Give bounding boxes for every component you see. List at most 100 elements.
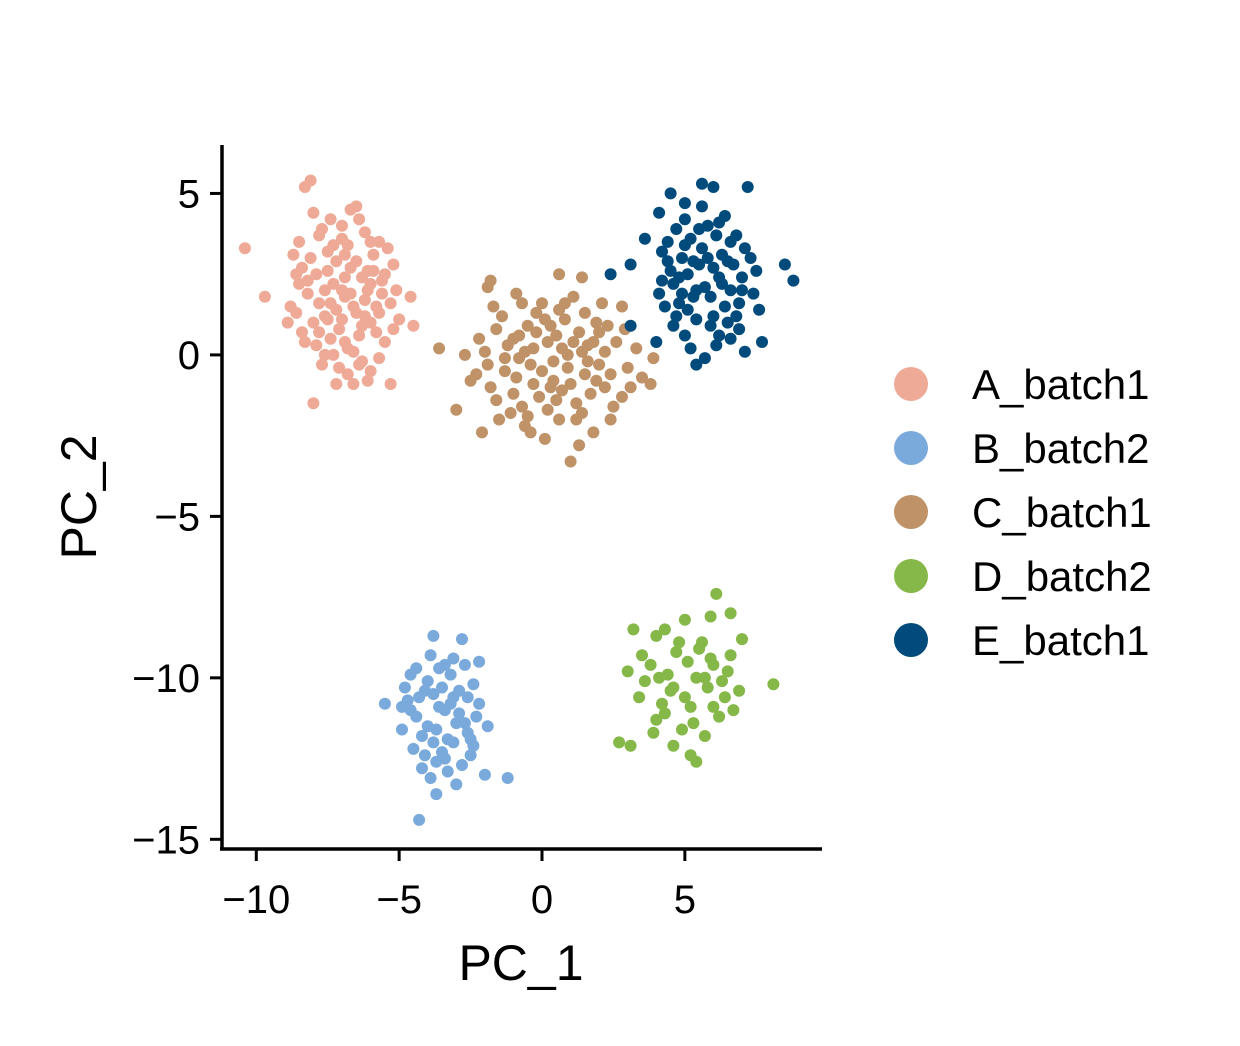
- data-point: [364, 365, 377, 378]
- data-point: [356, 319, 368, 332]
- data-point: [304, 252, 317, 264]
- data-point: [336, 313, 348, 326]
- data-point: [353, 358, 366, 371]
- data-point: [496, 310, 508, 323]
- data-point: [624, 381, 637, 394]
- data-point: [450, 403, 463, 416]
- data-point: [290, 306, 303, 319]
- legend-label: B_batch2: [972, 425, 1149, 472]
- data-point: [510, 287, 523, 300]
- data-point: [407, 742, 420, 755]
- data-point: [738, 242, 751, 255]
- data-point: [467, 678, 480, 691]
- data-point: [513, 352, 526, 365]
- data-point: [558, 313, 571, 326]
- data-point: [736, 271, 748, 284]
- legend-item: A_batch1: [894, 361, 1149, 408]
- data-point: [393, 313, 406, 326]
- data-point: [724, 235, 737, 248]
- data-point: [716, 277, 728, 290]
- data-point: [756, 336, 768, 348]
- data-point: [410, 662, 423, 675]
- data-point: [378, 268, 391, 281]
- data-point: [670, 310, 683, 323]
- data-point: [307, 316, 320, 329]
- data-point: [664, 264, 677, 277]
- data-point: [307, 206, 320, 219]
- data-point: [313, 326, 326, 339]
- data-point: [421, 720, 434, 733]
- data-point: [621, 665, 634, 678]
- data-point: [324, 332, 337, 345]
- data-point: [473, 697, 486, 710]
- data-point: [687, 255, 700, 268]
- data-point: [730, 310, 743, 323]
- data-point: [418, 684, 431, 697]
- data-point: [676, 723, 688, 736]
- data-point: [713, 710, 726, 723]
- data-point: [298, 336, 311, 348]
- data-point: [681, 655, 694, 668]
- data-point: [358, 294, 371, 306]
- data-point: [624, 258, 637, 271]
- data-point: [544, 381, 557, 394]
- data-point: [387, 258, 400, 271]
- data-point: [258, 290, 271, 303]
- data-point: [478, 768, 491, 781]
- x-tick-label: −10: [222, 878, 290, 922]
- data-point: [736, 633, 748, 646]
- data-point: [718, 691, 731, 704]
- data-point: [696, 200, 708, 213]
- data-point: [673, 297, 686, 310]
- data-point: [610, 336, 623, 348]
- data-point: [573, 326, 586, 339]
- data-point: [293, 235, 306, 248]
- data-point: [287, 248, 300, 261]
- data-point: [458, 717, 471, 730]
- data-point: [721, 316, 734, 329]
- data-point: [478, 345, 491, 358]
- data-point: [470, 710, 483, 723]
- data-point: [738, 345, 751, 358]
- data-point: [341, 368, 354, 381]
- data-point: [344, 203, 357, 216]
- data-point: [707, 181, 720, 193]
- data-point: [624, 739, 637, 752]
- legend-swatch: [894, 431, 928, 465]
- data-point: [490, 323, 503, 336]
- data-point: [378, 336, 391, 348]
- data-point: [678, 329, 691, 342]
- data-point: [421, 675, 434, 688]
- data-point: [667, 739, 680, 752]
- data-point: [407, 319, 420, 332]
- x-axis-title: PC_1: [458, 935, 583, 991]
- data-point: [647, 352, 660, 365]
- data-point: [481, 358, 494, 371]
- data-point: [487, 300, 500, 313]
- data-point: [684, 342, 697, 355]
- data-point: [676, 252, 688, 264]
- data-point: [450, 717, 463, 730]
- data-point: [633, 691, 646, 704]
- data-point: [718, 300, 731, 313]
- data-point: [727, 704, 740, 717]
- data-point: [690, 284, 703, 297]
- data-point: [527, 378, 540, 390]
- data-point: [653, 671, 666, 684]
- data-point: [373, 352, 386, 365]
- data-point: [301, 287, 314, 300]
- data-point: [658, 300, 671, 313]
- data-point: [576, 345, 588, 358]
- data-point: [441, 765, 454, 778]
- legend-label: E_batch1: [972, 617, 1149, 664]
- data-point: [364, 277, 377, 290]
- data-point: [524, 358, 537, 371]
- data-point: [684, 700, 697, 713]
- data-point: [736, 284, 748, 297]
- data-point: [404, 290, 417, 303]
- data-point: [616, 390, 628, 403]
- data-point: [690, 313, 703, 326]
- data-point: [638, 675, 651, 688]
- data-point: [724, 284, 737, 297]
